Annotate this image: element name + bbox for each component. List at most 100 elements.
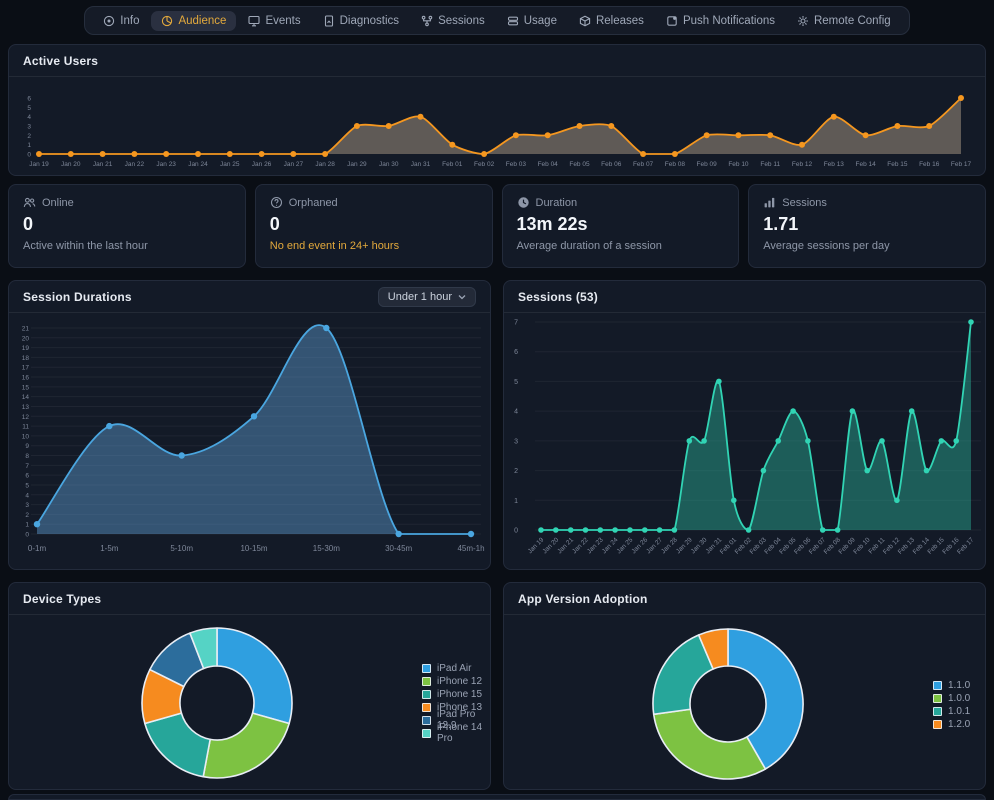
svg-text:3: 3: [514, 438, 518, 445]
svg-text:0: 0: [27, 152, 31, 159]
legend-swatch: [933, 706, 942, 716]
tab-diagnostics[interactable]: Diagnostics: [313, 11, 409, 31]
svg-text:Feb 15: Feb 15: [887, 161, 908, 168]
legend-item[interactable]: iPad Pro 12.9: [422, 709, 490, 731]
svg-text:0: 0: [25, 532, 29, 539]
app-version-legend: 1.1.0 1.0.0 1.0.1 1.2.0: [933, 680, 971, 730]
svg-text:14: 14: [22, 394, 30, 401]
svg-text:1: 1: [27, 142, 31, 149]
tab-remote-config[interactable]: Remote Config: [787, 11, 901, 31]
stat-card-online: Online 0 Active within the last hour: [8, 184, 246, 268]
app-version-header: App Version Adoption: [504, 583, 985, 615]
svg-text:Feb 03: Feb 03: [506, 161, 527, 168]
svg-text:Jan 25: Jan 25: [220, 161, 240, 168]
nav-bar: Info Audience Events Diagnostics Session…: [84, 6, 910, 35]
tab-info[interactable]: Info: [93, 11, 149, 31]
svg-text:Feb 17: Feb 17: [951, 161, 972, 168]
svg-text:0-1m: 0-1m: [28, 544, 47, 553]
legend-item[interactable]: 1.1.0: [933, 680, 970, 691]
sessions-panel: Sessions (53) 0 1 2 3 4 5 6 7 Jan 19 Jan 20 Jan 21…: [503, 280, 986, 570]
tab-push-notifications[interactable]: Push Notifications: [656, 11, 785, 31]
legend-swatch: [422, 663, 431, 673]
stat-value: 0: [269, 214, 280, 234]
tab-audience[interactable]: Audience: [151, 10, 237, 31]
svg-text:Jan 24: Jan 24: [188, 161, 208, 168]
legend-swatch: [422, 702, 431, 712]
tab-label: Sessions: [438, 14, 485, 27]
svg-text:Jan 19: Jan 19: [29, 161, 49, 168]
panel-title: Sessions (53): [518, 289, 598, 304]
svg-text:Feb 07: Feb 07: [633, 161, 654, 168]
svg-text:12: 12: [22, 414, 30, 421]
tab-sessions[interactable]: Sessions: [411, 11, 495, 31]
dropdown-value: Under 1 hour: [387, 290, 452, 303]
stat-value: 0: [23, 214, 34, 234]
legend-label: 1.2.0: [948, 718, 971, 730]
tab-label: Push Notifications: [682, 14, 775, 27]
tab-releases[interactable]: Releases: [569, 11, 654, 31]
active-users-chart: 0 1 2 3 4 5 6 Jan 19 Jan 20 Jan 21 Jan 22 Jan 23 Jan…: [27, 95, 972, 168]
svg-text:4: 4: [27, 114, 31, 121]
svg-text:30-45m: 30-45m: [385, 544, 412, 553]
stat-value: 1.71: [763, 214, 799, 234]
svg-text:Jan 27: Jan 27: [284, 161, 304, 168]
svg-text:4: 4: [514, 409, 518, 416]
svg-text:3: 3: [27, 124, 31, 131]
svg-text:1: 1: [25, 522, 29, 529]
svg-text:Jan 31: Jan 31: [411, 161, 431, 168]
svg-text:0: 0: [514, 528, 518, 535]
stat-subtitle: Average duration of a session: [516, 240, 662, 252]
legend-item[interactable]: iPhone 12: [422, 676, 490, 687]
svg-text:2: 2: [25, 512, 29, 519]
stat-card-duration: Duration 13m 22s Average duration of a s…: [501, 184, 740, 268]
legend-item[interactable]: iPhone 15: [422, 688, 490, 700]
active-users-header: Active Users: [9, 45, 985, 77]
panel-title: Device Types: [23, 591, 102, 606]
svg-text:9: 9: [25, 443, 29, 450]
svg-text:Jan 20: Jan 20: [61, 161, 81, 168]
svg-text:15: 15: [22, 384, 30, 391]
svg-text:7: 7: [25, 463, 29, 470]
package-icon: [579, 15, 591, 26]
legend-label: 1.0.0: [948, 692, 971, 704]
svg-text:11: 11: [22, 424, 29, 431]
svg-text:Jan 30: Jan 30: [379, 161, 399, 168]
svg-text:13: 13: [22, 404, 30, 411]
svg-text:Feb 09: Feb 09: [697, 161, 718, 168]
active-users-panel: Active Users 0 1 2 3 4 5 6 Jan 19 Jan 20 Jan 21 Ja…: [8, 44, 986, 176]
legend-item[interactable]: iPhone 14 Pro: [422, 722, 490, 744]
svg-text:5-10m: 5-10m: [170, 544, 193, 553]
stat-label: Online: [42, 196, 74, 209]
sessions-header: Sessions (53): [504, 281, 985, 313]
svg-text:Feb 14: Feb 14: [855, 161, 876, 168]
stat-value: 13m 22s: [516, 214, 588, 234]
legend-item[interactable]: 1.0.1: [933, 706, 970, 717]
stat-subtitle: Active within the last hour: [23, 240, 148, 252]
sitemap-icon: [421, 15, 433, 26]
legend-swatch: [422, 689, 431, 699]
svg-text:10: 10: [22, 433, 30, 440]
legend-item[interactable]: iPad Air: [422, 663, 490, 674]
legend-label: iPhone 15: [437, 688, 483, 700]
svg-text:18: 18: [22, 355, 30, 362]
legend-item[interactable]: iPhone 13: [422, 702, 490, 713]
duration-filter-dropdown[interactable]: Under 1 hour: [377, 286, 476, 307]
tab-label: Events: [265, 14, 301, 27]
legend-swatch: [933, 693, 942, 703]
tab-usage[interactable]: Usage: [497, 11, 567, 31]
svg-text:Jan 28: Jan 28: [315, 161, 335, 168]
panel-title: Session Durations: [23, 289, 132, 304]
legend-item[interactable]: 1.2.0: [933, 718, 971, 730]
device-types-donut: [141, 627, 293, 779]
tab-events[interactable]: Events: [238, 11, 310, 31]
svg-text:Feb 08: Feb 08: [665, 161, 686, 168]
svg-text:Feb 13: Feb 13: [824, 161, 845, 168]
device-types-legend: iPad Air iPhone 12 iPhone 15 iPhone 13 i…: [422, 663, 490, 744]
stats-row: Online 0 Active within the last hour Orp…: [8, 184, 986, 268]
app-version-donut: [652, 628, 804, 780]
legend-item[interactable]: 1.0.0: [933, 692, 971, 704]
tab-label: Info: [120, 14, 140, 27]
svg-text:Feb 02: Feb 02: [474, 161, 495, 168]
